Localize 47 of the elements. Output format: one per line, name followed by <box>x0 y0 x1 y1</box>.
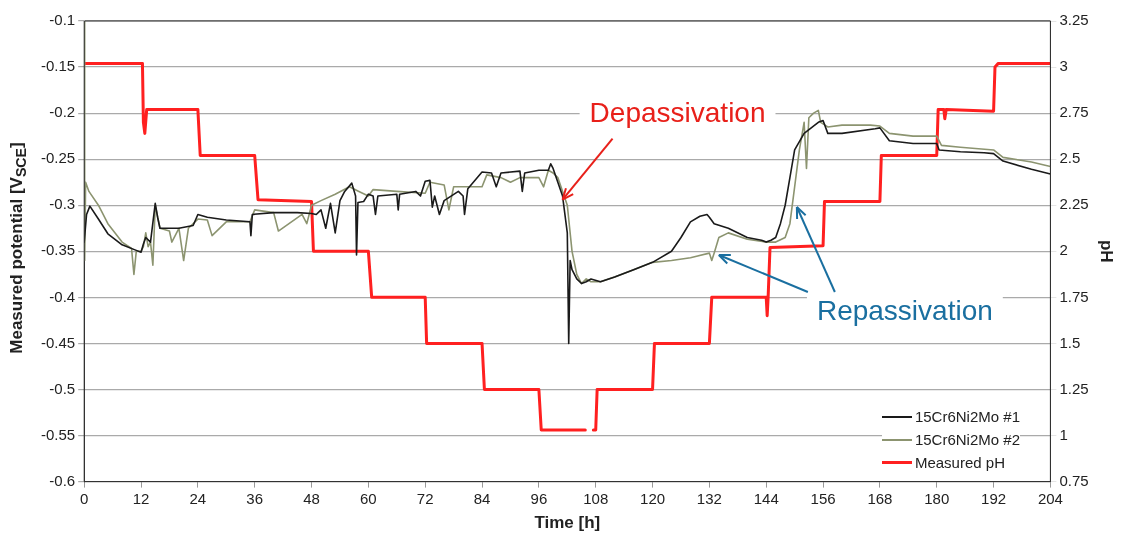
x-tick-label: 24 <box>189 489 207 507</box>
x-tick-label: 132 <box>696 489 722 507</box>
legend-label: 15Cr6Ni2Mo #1 <box>914 407 1020 427</box>
y2-tick-label: 2.25 <box>1059 195 1089 213</box>
x-tick-label: 168 <box>867 489 893 507</box>
x-tick-label: 60 <box>360 489 377 507</box>
y2-tick-label: 3 <box>1059 57 1068 75</box>
x-tick-label: 120 <box>640 489 666 507</box>
x-tick-label: 96 <box>530 489 548 507</box>
y2-tick-label: 0.75 <box>1059 471 1089 489</box>
x-tick-label: 48 <box>303 489 320 507</box>
legend-label: Measured pH <box>914 453 1005 473</box>
y-tick-label: -0.1 <box>49 11 76 29</box>
x-tick-label: 84 <box>473 489 491 507</box>
y-tick-label: -0.35 <box>40 241 76 259</box>
y2-axis-title: pH <box>1097 239 1117 263</box>
y2-tick-label: 1.25 <box>1059 379 1089 397</box>
x-tick-label: 204 <box>1037 489 1063 507</box>
y-tick-label: -0.45 <box>40 333 76 351</box>
y2-tick-label: 2 <box>1059 241 1068 259</box>
annotation: Repassivation <box>816 294 993 326</box>
y2-tick-label: 2.5 <box>1059 149 1081 167</box>
y2-tick-label: 1.75 <box>1059 287 1089 305</box>
y-tick-label: -0.55 <box>40 425 76 443</box>
legend-label: 15Cr6Ni2Mo #2 <box>914 430 1020 450</box>
y2-tick-label: 2.75 <box>1059 103 1089 121</box>
x-tick-label: 144 <box>753 489 779 507</box>
annotation: Depassivation <box>589 97 766 129</box>
x-tick-label: 36 <box>246 489 264 507</box>
x-tick-label: 108 <box>583 489 609 507</box>
y2-tick-label: 3.25 <box>1059 11 1089 29</box>
y-tick-label: -0.4 <box>49 287 76 305</box>
y2-tick-label: 1 <box>1059 425 1068 443</box>
y-tick-label: -0.6 <box>49 471 76 489</box>
y-tick-label: -0.2 <box>49 103 76 121</box>
y-tick-label: -0.25 <box>40 149 76 167</box>
x-tick-label: 72 <box>416 489 434 507</box>
y-tick-label: -0.15 <box>40 57 76 75</box>
x-axis-title: Time [h] <box>534 513 601 533</box>
x-tick-label: 0 <box>80 489 89 507</box>
x-tick-label: 156 <box>810 489 836 507</box>
y-tick-label: -0.3 <box>49 195 76 213</box>
y-tick-label: -0.5 <box>49 379 76 397</box>
x-tick-label: 180 <box>924 489 950 507</box>
x-tick-label: 12 <box>132 489 150 507</box>
y2-tick-label: 1.5 <box>1059 333 1081 351</box>
x-tick-label: 192 <box>981 489 1007 507</box>
